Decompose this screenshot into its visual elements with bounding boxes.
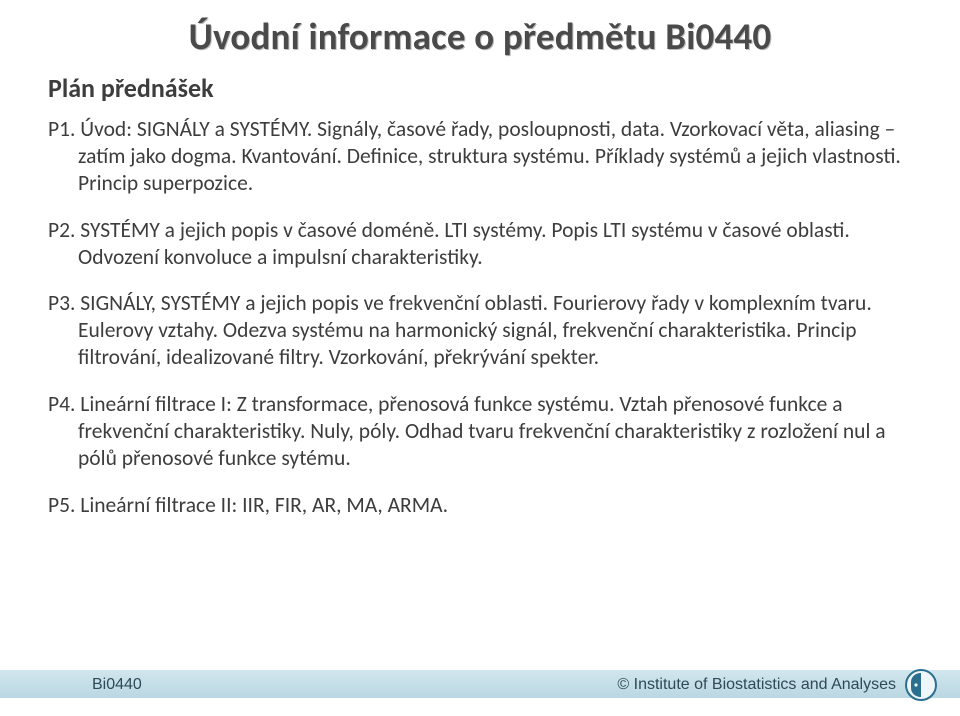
paragraph-p4: P4. Lineární filtrace I: Z transformace,… (48, 391, 916, 472)
footer-copyright: © Institute of Biostatistics and Analyse… (617, 676, 896, 694)
paragraph-p2: P2. SYSTÉMY a jejich popis v časové domé… (48, 217, 916, 271)
slide-title: Úvodní informace o předmětu Bi0440 (0, 14, 960, 59)
paragraph-p3: P3. SIGNÁLY, SYSTÉMY a jejich popis ve f… (48, 290, 916, 371)
slide: Úvodní informace o předmětu Bi0440 Plán … (0, 0, 960, 716)
paragraph-p5: P5. Lineární filtrace II: IIR, FIR, AR, … (48, 492, 916, 519)
logo-icon (904, 668, 938, 702)
paragraph-p1: P1. Úvod: SIGNÁLY a SYSTÉMY. Signály, ča… (48, 116, 916, 197)
slide-subtitle: Plán přednášek (48, 72, 214, 104)
slide-content: P1. Úvod: SIGNÁLY a SYSTÉMY. Signály, ča… (48, 116, 916, 539)
footer-course-code: Bi0440 (92, 676, 142, 694)
